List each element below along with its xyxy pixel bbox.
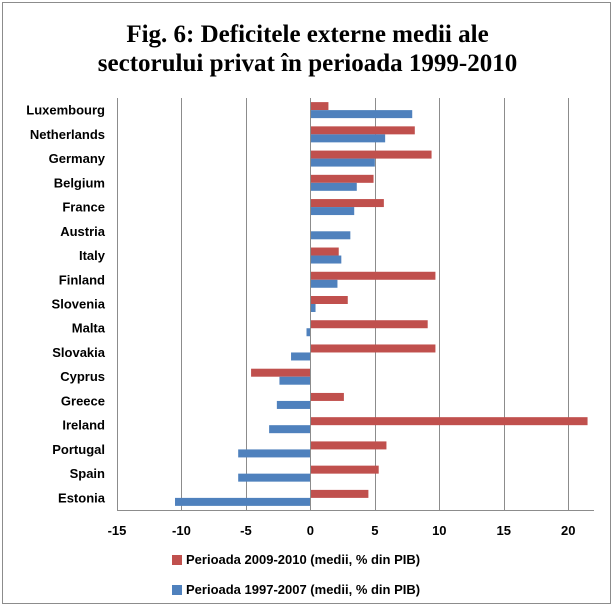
category-label-slovakia: Slovakia xyxy=(52,345,106,360)
bar-spain-series-2 xyxy=(238,473,311,482)
bar-italy-series-2 xyxy=(310,255,342,264)
bar-belgium-series-1 xyxy=(310,174,374,183)
bar-belgium-series-2 xyxy=(310,182,357,191)
category-label-finland: Finland xyxy=(59,272,105,287)
legend-swatch-series-2 xyxy=(172,585,182,595)
category-label-greece: Greece xyxy=(61,393,105,408)
category-label-estonia: Estonia xyxy=(58,490,106,505)
bar-cyprus-series-2 xyxy=(279,376,311,385)
x-tick-label-5: 5 xyxy=(371,523,378,538)
bar-estonia-series-2 xyxy=(175,497,311,506)
bar-portugal-series-1 xyxy=(310,441,387,450)
legend-label-series-2: Perioada 1997-2007 (medii, % din PIB) xyxy=(186,582,421,597)
bar-luxembourg-series-1 xyxy=(310,102,329,111)
bar-luxembourg-series-2 xyxy=(310,110,413,119)
x-tick-label--10: -10 xyxy=(172,523,191,538)
chart-title-line-2: sectorului privat în perioada 1999-2010 xyxy=(97,50,518,77)
bar-netherlands-series-1 xyxy=(310,126,415,135)
category-label-luxembourg: Luxembourg xyxy=(26,103,105,118)
bar-slovakia-series-1 xyxy=(310,344,436,353)
bar-finland-series-2 xyxy=(310,279,338,288)
category-label-malta: Malta xyxy=(72,321,106,336)
bar-germany-series-2 xyxy=(310,158,375,167)
bar-cyprus-series-1 xyxy=(251,368,311,377)
legend-item-series-1: Perioada 2009-2010 (medii, % din PIB) xyxy=(172,552,420,567)
x-tick-label--15: -15 xyxy=(108,523,127,538)
bar-slovakia-series-2 xyxy=(291,352,311,361)
bar-malta-series-1 xyxy=(310,320,428,329)
bar-spain-series-1 xyxy=(310,465,379,474)
bar-portugal-series-2 xyxy=(238,449,311,458)
x-tick-label-20: 20 xyxy=(561,523,575,538)
bar-france-series-2 xyxy=(310,207,355,216)
category-label-cyprus: Cyprus xyxy=(60,369,105,384)
bar-greece-series-2 xyxy=(276,400,311,409)
category-label-portugal: Portugal xyxy=(52,442,105,457)
bar-austria-series-2 xyxy=(310,231,351,240)
bar-estonia-series-1 xyxy=(310,489,369,498)
category-label-italy: Italy xyxy=(79,248,106,263)
category-label-belgium: Belgium xyxy=(54,175,105,190)
category-label-germany: Germany xyxy=(49,151,106,166)
bar-malta-series-2 xyxy=(306,328,311,337)
category-label-austria: Austria xyxy=(60,224,106,239)
bar-netherlands-series-2 xyxy=(310,134,386,143)
x-tick-label-15: 15 xyxy=(497,523,511,538)
bar-ireland-series-1 xyxy=(310,417,588,426)
legend-item-series-2: Perioada 1997-2007 (medii, % din PIB) xyxy=(172,582,420,597)
x-tick-label-0: 0 xyxy=(307,523,314,538)
category-label-spain: Spain xyxy=(70,466,105,481)
category-label-slovenia: Slovenia xyxy=(52,297,106,312)
bar-slovenia-series-1 xyxy=(310,296,348,304)
bar-finland-series-1 xyxy=(310,271,436,280)
chart-title: Fig. 6: Deficitele externe medii ale sec… xyxy=(0,20,615,78)
legend-label-series-1: Perioada 2009-2010 (medii, % din PIB) xyxy=(186,552,421,567)
bar-slovenia-series-2 xyxy=(310,304,316,312)
x-tick-label-10: 10 xyxy=(432,523,446,538)
bar-ireland-series-2 xyxy=(269,425,311,434)
bar-germany-series-1 xyxy=(310,150,432,159)
bar-italy-series-1 xyxy=(310,247,339,256)
legend-swatch-series-1 xyxy=(172,555,182,565)
bar-france-series-1 xyxy=(310,199,384,208)
category-label-ireland: Ireland xyxy=(62,418,105,433)
x-tick-label--5: -5 xyxy=(240,523,252,538)
chart-title-line-1: Fig. 6: Deficitele externe medii ale xyxy=(126,21,489,48)
category-label-france: France xyxy=(62,200,105,215)
bar-greece-series-1 xyxy=(310,392,344,401)
category-label-netherlands: Netherlands xyxy=(30,127,105,142)
